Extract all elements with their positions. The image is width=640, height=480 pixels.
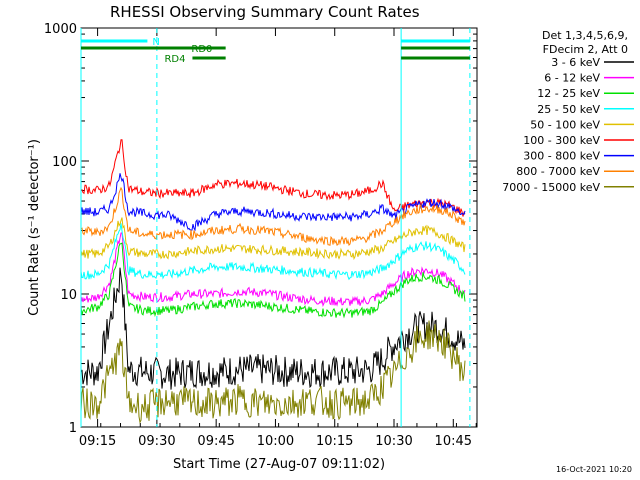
series-line-7: [80, 186, 466, 246]
legend-header-line: FDecim 2, Att 0: [543, 43, 628, 56]
legend-entry-label: 100 - 300 keV: [523, 134, 600, 147]
x-axis-label: Start Time (27-Aug-07 09:11:02): [173, 457, 385, 472]
legend-entry-label: 300 - 800 keV: [523, 150, 600, 163]
series-line-6: [80, 173, 466, 232]
x-tick-label: 10:00: [257, 434, 294, 449]
legend-entry-label: 6 - 12 keV: [544, 72, 600, 85]
x-tick-label: 10:45: [435, 434, 472, 449]
x-tick-label: 10:30: [375, 434, 412, 449]
x-tick-label: 09:30: [138, 434, 175, 449]
y-tick-label: 1: [69, 421, 77, 436]
legend-entry-label: 3 - 6 keV: [551, 56, 600, 69]
x-tick-label: 09:45: [197, 434, 234, 449]
flag-label-2: RD4: [164, 54, 185, 65]
flag-label-1: RD0: [191, 44, 212, 55]
chart-title: RHESSI Observing Summary Count Rates: [110, 3, 420, 21]
legend-entry-label: 50 - 100 keV: [530, 118, 600, 131]
y-tick-label: 1000: [44, 22, 77, 37]
series-line-0: [80, 267, 466, 390]
flag-label-0: N: [152, 37, 159, 48]
legend-entry-label: 800 - 7000 keV: [516, 165, 600, 178]
footer-timestamp: 16-Oct-2021 10:20: [556, 465, 632, 474]
legend-entry-label: 12 - 25 keV: [537, 87, 600, 100]
legend-entry-label: 7000 - 15000 keV: [502, 181, 600, 194]
y-tick-label: 10: [60, 288, 77, 303]
y-axis-label: Count Rate (s⁻¹ detector⁻¹): [27, 139, 42, 316]
x-tick-label: 10:15: [316, 434, 353, 449]
series-line-4: [80, 217, 466, 261]
y-tick-label: 100: [52, 155, 77, 170]
legend-header-line: Det 1,3,4,5,6,9,: [542, 29, 628, 42]
x-tick-label: 09:15: [79, 434, 116, 449]
legend-entry-label: 25 - 50 keV: [537, 103, 600, 116]
